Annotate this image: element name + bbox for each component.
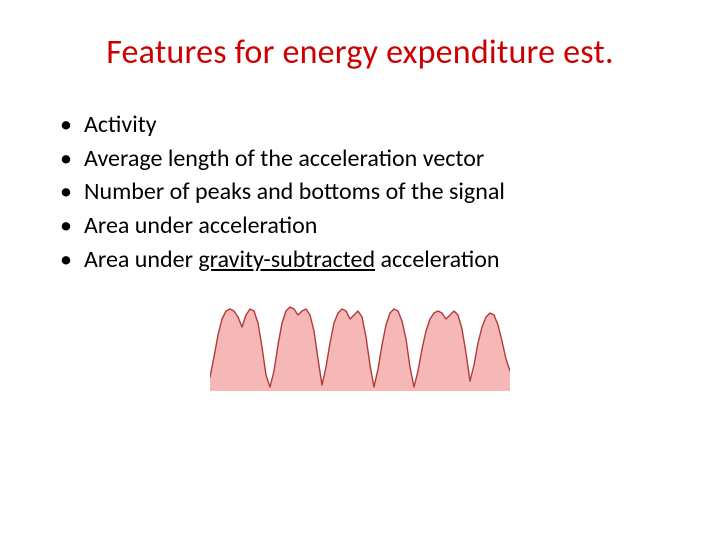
list-item: • Area under acceleration xyxy=(60,210,670,242)
list-item: • Average length of the acceleration vec… xyxy=(60,143,670,175)
waveform-figure-container xyxy=(50,301,670,395)
slide: Features for energy expenditure est. • A… xyxy=(0,0,720,540)
list-item-text: Average length of the acceleration vecto… xyxy=(84,143,670,175)
list-item-text: Number of peaks and bottoms of the signa… xyxy=(84,176,670,208)
bullet-icon: • xyxy=(60,176,84,208)
bullet-icon: • xyxy=(60,143,84,175)
list-item-text: Activity xyxy=(84,109,670,141)
list-item-text: Area under gravity-subtracted accelerati… xyxy=(84,244,670,276)
waveform-svg xyxy=(210,301,510,395)
slide-title: Features for energy expenditure est. xyxy=(50,32,670,73)
list-item-text: Area under acceleration xyxy=(84,210,670,242)
list-item: • Area under gravity-subtracted accelera… xyxy=(60,244,670,276)
list-item: • Number of peaks and bottoms of the sig… xyxy=(60,176,670,208)
bullet-icon: • xyxy=(60,244,84,276)
list-item: • Activity xyxy=(60,109,670,141)
waveform-figure xyxy=(210,301,510,395)
bullet-list: • Activity • Average length of the accel… xyxy=(50,109,670,275)
bullet-icon: • xyxy=(60,210,84,242)
bullet-icon: • xyxy=(60,109,84,141)
